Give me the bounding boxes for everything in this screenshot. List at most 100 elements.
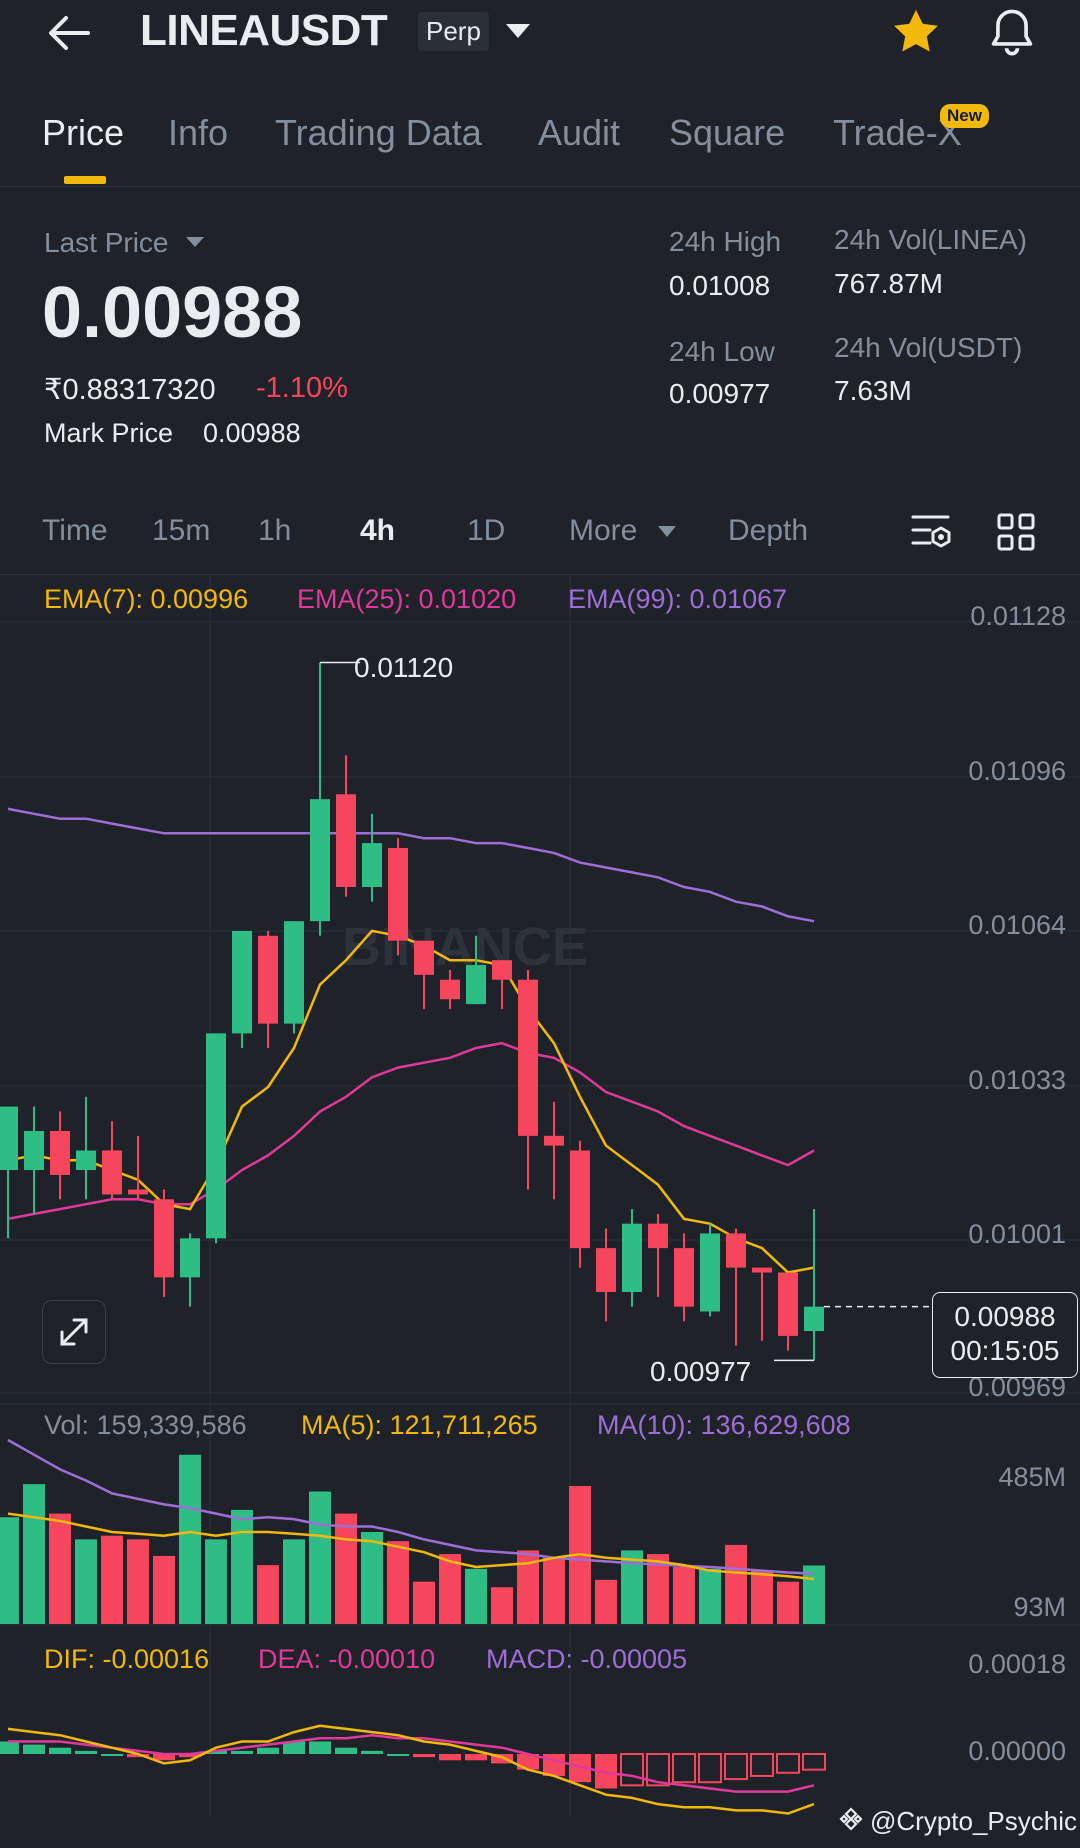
low-24h-label: 24h Low (669, 336, 775, 367)
timeframe-4h[interactable]: 4h (360, 514, 396, 547)
fullscreen-button[interactable] (42, 1300, 106, 1364)
more-dropdown-icon[interactable] (656, 524, 678, 545)
candle-body (596, 1248, 616, 1293)
candle-body (492, 960, 512, 980)
candle-body (154, 1199, 174, 1278)
macd-histogram-bar (101, 1754, 123, 1756)
price-axis-label: 0.01001 (968, 1219, 1066, 1249)
tab-trading-data[interactable]: Trading Data (275, 112, 482, 153)
layout-grid-icon[interactable] (996, 512, 1036, 557)
volume-bar (361, 1532, 383, 1624)
mark-price-label: Mark Price (44, 418, 174, 448)
chart-settings-icon[interactable] (910, 510, 954, 559)
ma10-legend: MA(10): 136,629,608 (597, 1410, 851, 1440)
last-price-label[interactable]: Last Price (44, 227, 169, 258)
vol-quote-label: 24h Vol(USDT) (834, 332, 1023, 363)
macd-histogram-bar (724, 1753, 748, 1781)
price-chart[interactable]: BINANCE (0, 575, 1080, 1848)
timeframe-time[interactable]: Time (42, 514, 108, 547)
volume-bar (335, 1513, 357, 1624)
timeframe-15m[interactable]: 15m (152, 514, 211, 547)
volume-bar (647, 1554, 669, 1624)
tab-audit[interactable]: Audit (538, 112, 621, 153)
macd-axis-label: 0.00018 (968, 1649, 1066, 1679)
timeframe-1h[interactable]: 1h (258, 514, 292, 547)
tab-price[interactable]: Price (42, 112, 125, 153)
last-price-dropdown-icon[interactable] (184, 234, 206, 255)
tabs-divider (0, 186, 1080, 187)
volume-bar (751, 1570, 773, 1624)
macd-axis-label: 0.00000 (968, 1736, 1066, 1766)
candle-body (206, 1033, 226, 1239)
binance-logo-icon (838, 1806, 864, 1837)
volume-bar (49, 1513, 71, 1624)
macd-histogram-bar (387, 1754, 409, 1756)
candle-body (232, 930, 252, 1034)
volume-bar (465, 1568, 487, 1624)
timeframe-1d[interactable]: 1D (467, 514, 506, 547)
volume-axis-label: 93M (1013, 1592, 1066, 1622)
timeframe-more[interactable]: More (569, 514, 638, 547)
depth-tab[interactable]: Depth (728, 514, 809, 547)
candle-body (362, 843, 382, 888)
macd-histogram-bar (646, 1753, 670, 1787)
macd-histogram-bar (335, 1747, 357, 1754)
new-badge: New (940, 104, 989, 128)
volume-axis-label: 485M (998, 1462, 1066, 1492)
candle-body (804, 1306, 824, 1332)
macd-histogram-bar (620, 1753, 644, 1787)
volume-bar (231, 1509, 253, 1624)
vol-base-label: 24h Vol(LINEA) (834, 224, 1027, 255)
volume-bar (595, 1579, 617, 1624)
notification-bell-icon[interactable] (986, 6, 1038, 63)
low-24h-value: 0.00977 (669, 378, 771, 409)
price-axis-label: 0.01096 (968, 756, 1066, 786)
macd-histogram-bar (439, 1754, 461, 1761)
price-axis-label: 0.01033 (968, 1065, 1066, 1095)
macd-histogram-bar (231, 1750, 253, 1754)
macd-histogram-bar (49, 1747, 71, 1754)
macd-histogram-bar (127, 1754, 149, 1758)
symbol-dropdown-icon[interactable] (504, 18, 532, 51)
tab-info[interactable]: Info (168, 112, 229, 153)
ema7-line (7, 929, 815, 1274)
favorite-star-icon[interactable] (890, 6, 942, 63)
ema99-legend: EMA(99): 0.01067 (568, 584, 788, 614)
ma5-legend: MA(5): 121,711,265 (301, 1410, 538, 1440)
last-price-value: 0.00988 (42, 273, 303, 353)
timeframe-divider (0, 574, 1080, 575)
expand-icon (60, 1318, 88, 1346)
macd-histogram-bar (257, 1747, 279, 1754)
candle-body (0, 1106, 18, 1171)
macd-histogram-bar (802, 1753, 826, 1771)
symbol-title[interactable]: LINEAUSDT (140, 6, 388, 55)
volume-bar (621, 1550, 643, 1624)
volume-bar (75, 1539, 97, 1624)
volume-bar (387, 1541, 409, 1624)
volume-bar (205, 1539, 227, 1624)
candle-body (284, 921, 304, 1024)
vol-quote-value: 7.63M (834, 375, 912, 406)
macd-histogram-bar (750, 1753, 774, 1777)
ema7-legend: EMA(7): 0.00996 (44, 584, 249, 614)
candle-body (544, 1135, 564, 1146)
volume-bar (439, 1554, 461, 1624)
volume-bar (0, 1517, 19, 1624)
candle-body (336, 794, 356, 888)
candle-body (778, 1272, 798, 1336)
mark-price-value: 0.00988 (203, 418, 301, 448)
candle-body (76, 1150, 96, 1171)
tab-square[interactable]: Square (669, 112, 786, 153)
candle-body (440, 979, 460, 1000)
candle-body (726, 1233, 746, 1268)
current-price-value: 0.00988 (954, 1301, 1056, 1332)
high-price-annotation: 0.01120 (354, 652, 454, 683)
candle-body (518, 979, 538, 1136)
back-icon[interactable] (44, 8, 94, 58)
macd-histogram-bar (361, 1750, 383, 1754)
current-price-box: 0.00988 00:15:05 (932, 1292, 1078, 1378)
ma5-line (7, 1512, 815, 1581)
macd-histogram-bar (283, 1741, 305, 1754)
candle-body (258, 935, 278, 1024)
dea-legend: DEA: -0.00010 (258, 1644, 436, 1674)
